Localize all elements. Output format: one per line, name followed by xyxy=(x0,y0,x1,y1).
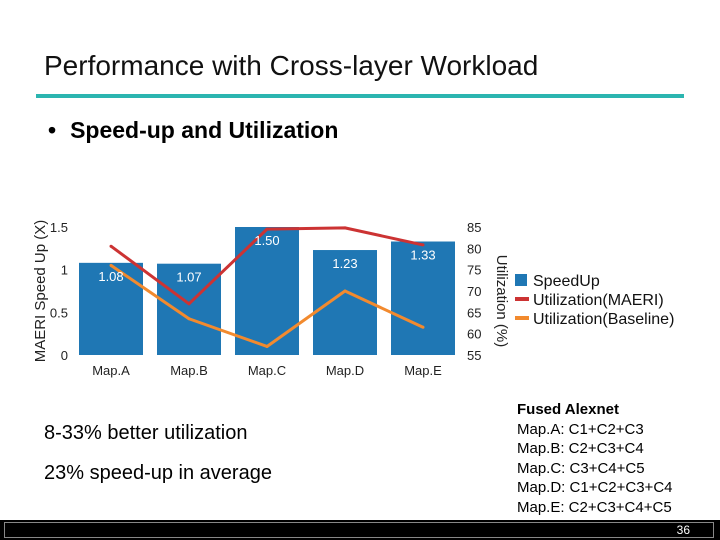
line-point-1-Map.E xyxy=(421,243,425,247)
title-divider xyxy=(36,94,684,98)
line-point-1-Map.C xyxy=(265,227,269,231)
y-tick-label-right: 85 xyxy=(467,220,481,235)
fused-alexnet-info: Fused Alexnet Map.A: C1+C2+C3 Map.B: C2+… xyxy=(517,400,673,517)
fused-line-d: Map.D: C1+C2+C3+C4 xyxy=(517,479,673,496)
y-axis-title-left: MAERI Speed Up (X) xyxy=(32,220,49,363)
y-tick-label-right: 75 xyxy=(467,263,481,278)
line-point-2-Map.C xyxy=(265,344,269,348)
page-number: 36 xyxy=(676,523,690,537)
bars-layer xyxy=(79,227,455,355)
y-tick-label-right: 60 xyxy=(467,327,481,342)
y-tick-label-right: 80 xyxy=(467,241,481,256)
footer-bar: 36 xyxy=(0,520,720,540)
fused-line-a: Map.A: C1+C2+C3 xyxy=(517,420,644,438)
line-point-1-Map.D xyxy=(343,226,347,230)
footer-frame xyxy=(4,522,714,538)
bullet-heading: • Speed-up and Utilization xyxy=(48,117,338,144)
lines-layer xyxy=(109,226,425,348)
line-point-2-Map.B xyxy=(187,317,191,321)
x-tick-label: Map.C xyxy=(248,363,286,378)
legend: SpeedUp Utilization(MAERI) Utilization(Bas… xyxy=(515,273,674,328)
axes-layer: Map.A Map.B Map.C Map.D Map.E 0 0.5 1 1.5 55 60 65 7… xyxy=(32,220,510,378)
y-tick-label-right: 65 xyxy=(467,305,481,320)
bar-Map.B xyxy=(157,263,221,355)
legend-label: Utilization(MAERI) xyxy=(533,292,664,309)
fused-heading: Fused Alexnet xyxy=(517,401,619,418)
bullet-marker: • xyxy=(48,117,57,143)
legend-label: SpeedUp xyxy=(533,273,600,290)
y-tick-label-left: 1 xyxy=(61,263,68,278)
legend-label: Utilization(Baseline) xyxy=(533,311,674,328)
line-point-2-Map.E xyxy=(421,325,425,329)
fused-line-b: Map.B: C2+C3+C4 xyxy=(517,440,644,457)
bar-value-label: 1.07 xyxy=(176,270,201,285)
y-axis-title-right: Utilization (%) xyxy=(493,255,510,348)
labels-layer: 1.08 1.07 1.50 1.23 1.33 xyxy=(98,233,435,285)
line-point-1-Map.B xyxy=(187,302,191,306)
line-point-1-Map.A xyxy=(109,244,113,248)
x-tick-label: Map.B xyxy=(170,363,208,378)
x-tick-label: Map.E xyxy=(404,363,442,378)
x-tick-label: Map.A xyxy=(92,363,130,378)
line-point-2-Map.A xyxy=(109,263,113,267)
bar-value-label: 1.33 xyxy=(410,248,435,263)
slide-title: Performance with Cross-layer Workload xyxy=(44,50,539,81)
bullet-text: Speed-up and Utilization xyxy=(70,117,339,143)
y-tick-label-left: 1.5 xyxy=(50,220,68,235)
fused-line-c: Map.C: C3+C4+C5 xyxy=(517,459,645,477)
speedup-note: 23% speed-up in average xyxy=(44,462,272,484)
fused-line-e: Map.E: C2+C3+C4+C5 xyxy=(517,498,672,516)
legend-swatch xyxy=(515,316,529,320)
x-tick-label: Map.D xyxy=(326,363,364,378)
y-tick-label-left: 0.5 xyxy=(50,305,68,320)
legend-swatch xyxy=(515,274,527,286)
legend-swatch xyxy=(515,297,529,301)
y-tick-label-right: 55 xyxy=(467,348,481,363)
line-point-2-Map.D xyxy=(343,289,347,293)
y-tick-label-left: 0 xyxy=(61,348,68,363)
bar-value-label: 1.08 xyxy=(98,269,123,284)
bar-value-label: 1.50 xyxy=(254,233,279,248)
utilization-note: 8-33% better utilization xyxy=(44,422,248,444)
bar-Map.E xyxy=(391,241,455,355)
speedup-utilization-chart: 1.08 1.071.501.231.33 Map.A Map.B Map.C Map.… xyxy=(32,220,674,378)
y-tick-label-right: 70 xyxy=(467,284,481,299)
bar-value-label: 1.23 xyxy=(332,256,357,271)
